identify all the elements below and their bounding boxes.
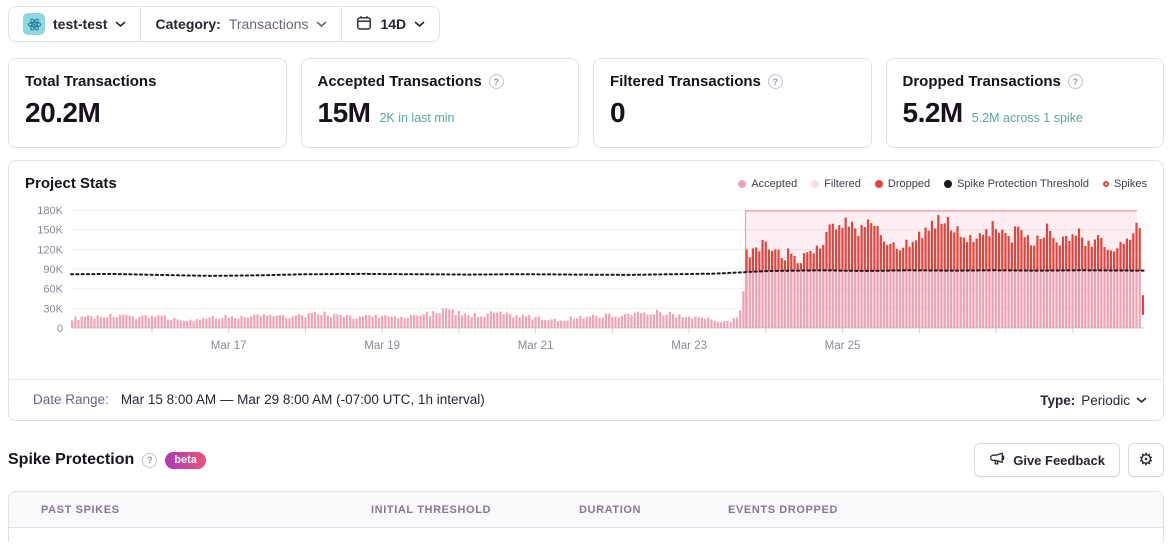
column-initial-threshold: INITIAL THRESHOLD	[371, 503, 492, 516]
svg-text:90K: 90K	[43, 264, 63, 276]
legend-label: Filtered	[824, 177, 861, 190]
legend-item-spikes[interactable]: Spikes	[1102, 177, 1147, 190]
legend-item-dropped[interactable]: Dropped	[874, 177, 931, 190]
chevron-down-icon	[1136, 397, 1147, 404]
spike-protection-title: Spike Protection	[8, 451, 135, 468]
megaphone-icon	[989, 451, 1005, 470]
svg-text:120K: 120K	[37, 244, 63, 256]
legend-swatch	[1102, 180, 1109, 187]
card-title: Filtered Transactions	[610, 73, 761, 90]
card-subtext: 2K in last min	[379, 111, 455, 125]
toolbar-divider	[140, 7, 142, 41]
legend-label: Accepted	[751, 177, 798, 190]
category-value: Transactions	[228, 16, 309, 32]
card-value: 5.2M	[902, 97, 964, 128]
category-label: Category:	[155, 16, 221, 32]
legend-swatch	[811, 179, 820, 188]
legend-item-filtered[interactable]: Filtered	[811, 178, 861, 190]
table-header-row: PAST SPIKES INITIAL THRESHOLD DURATION E…	[9, 492, 1163, 528]
card-title: Total Transactions	[25, 73, 157, 90]
category-selector[interactable]: Category: Transactions	[141, 7, 341, 41]
legend-swatch	[874, 179, 883, 188]
svg-text:Mar 25: Mar 25	[825, 340, 861, 352]
column-events-dropped: EVENTS DROPPED	[728, 503, 838, 516]
svg-text:60K: 60K	[43, 284, 63, 296]
legend-label: Spike Protection Threshold	[957, 177, 1089, 190]
card-value: 20.2M	[25, 97, 101, 128]
help-icon[interactable]: ?	[488, 74, 504, 89]
help-icon[interactable]: ?	[1067, 74, 1083, 89]
past-spikes-table: PAST SPIKES INITIAL THRESHOLD DURATION E…	[8, 491, 1164, 542]
filter-toolbar: test-test Category: Transactions	[8, 6, 441, 42]
svg-text:180K: 180K	[37, 205, 63, 217]
chevron-down-icon	[115, 21, 126, 28]
type-label: Type:	[1040, 392, 1076, 408]
svg-text:Mar 21: Mar 21	[518, 340, 554, 352]
type-value: Periodic	[1081, 392, 1130, 408]
svg-text:30K: 30K	[43, 303, 63, 315]
help-icon[interactable]: ?	[142, 452, 158, 468]
column-past-spikes: PAST SPIKES	[41, 503, 120, 516]
legend-swatch	[944, 179, 953, 188]
chart-title: Project Stats	[25, 175, 117, 192]
period-value: 14D	[380, 16, 407, 32]
table-row	[9, 528, 1163, 542]
give-feedback-button[interactable]: Give Feedback	[974, 443, 1120, 477]
help-icon[interactable]: ?	[767, 74, 783, 89]
date-range-value: Mar 15 8:00 AM — Mar 29 8:00 AM (-07:00 …	[120, 392, 485, 407]
date-range-readout: Date Range: Mar 15 8:00 AM — Mar 29 8:00 …	[33, 391, 485, 409]
project-platform-icon	[23, 13, 45, 35]
card-subtext: 5.2M across 1 spike	[971, 111, 1083, 125]
chevron-down-icon	[414, 21, 425, 28]
type-selector[interactable]: Type: Periodic	[1040, 393, 1147, 408]
date-period-selector[interactable]: 14D	[342, 7, 439, 41]
stat-card-accepted-transactions: Accepted Transactions ? 15M 2K in last m…	[300, 58, 579, 148]
card-title: Accepted Transactions	[317, 73, 482, 90]
project-selector[interactable]: test-test	[9, 7, 140, 41]
svg-text:0: 0	[57, 323, 63, 335]
beta-badge: beta	[165, 451, 206, 469]
card-value: 0	[610, 97, 626, 128]
svg-text:Mar 19: Mar 19	[364, 340, 400, 352]
legend-label: Spikes	[1113, 177, 1147, 190]
project-name: test-test	[53, 16, 108, 32]
legend-swatch	[738, 179, 747, 188]
chevron-down-icon	[316, 21, 327, 28]
give-feedback-label: Give Feedback	[1013, 452, 1105, 468]
stat-card-dropped-transactions: Dropped Transactions ? 5.2M 5.2M across …	[885, 58, 1164, 148]
card-title: Dropped Transactions	[902, 73, 1061, 90]
date-range-label: Date Range:	[33, 392, 109, 407]
chart-legend: Accepted Filtered Dropped Spike Protection …	[738, 178, 1147, 190]
legend-item-accepted[interactable]: Accepted	[738, 178, 797, 190]
svg-text:Mar 23: Mar 23	[671, 340, 707, 352]
column-duration: DURATION	[579, 503, 642, 516]
stat-cards-row: Total Transactions 20.2M Accepted Transa…	[8, 58, 1164, 148]
toolbar-divider	[341, 7, 343, 41]
svg-text:150K: 150K	[37, 225, 63, 237]
svg-text:Mar 17: Mar 17	[211, 340, 247, 352]
legend-item-spike-protection-threshold[interactable]: Spike Protection Threshold	[944, 178, 1089, 190]
stat-card-filtered-transactions: Filtered Transactions ? 0	[593, 58, 872, 148]
legend-label: Dropped	[887, 177, 931, 190]
calendar-icon	[356, 15, 372, 34]
settings-button[interactable]: ⚙	[1128, 443, 1164, 477]
gear-icon: ⚙	[1138, 450, 1154, 469]
spike-protection-header: Spike Protection ? beta Give Feedback ⚙	[8, 443, 1164, 477]
project-stats-panel: Project Stats Accepted Filtered Dropped Spi…	[8, 160, 1164, 421]
stat-card-total-transactions: Total Transactions 20.2M	[8, 58, 287, 148]
card-value: 15M	[317, 97, 371, 128]
project-stats-chart: 0 30K 60K 90K 120K 150K 180K Mar 17 Mar 19 Mar 21…	[37, 205, 1146, 352]
